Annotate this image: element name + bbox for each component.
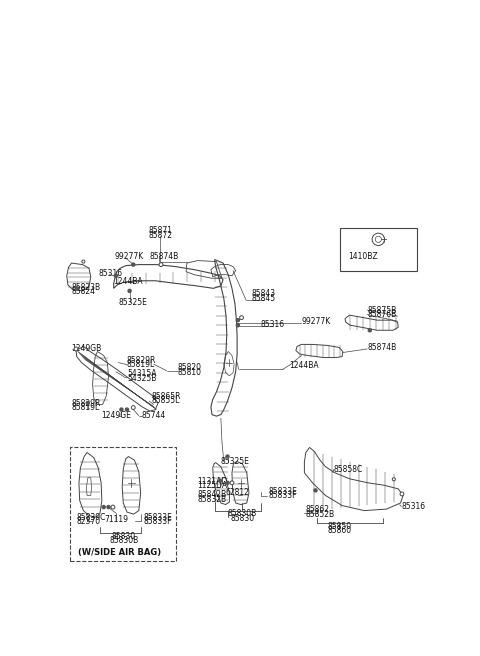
Circle shape bbox=[86, 401, 89, 405]
Text: 1125DA: 1125DA bbox=[197, 482, 228, 490]
Text: 85875B: 85875B bbox=[367, 306, 396, 315]
Text: 85820: 85820 bbox=[178, 363, 202, 372]
Text: 85843: 85843 bbox=[252, 289, 276, 298]
Text: 85850: 85850 bbox=[327, 522, 351, 531]
Text: 85845: 85845 bbox=[252, 294, 276, 303]
Text: 85833E: 85833E bbox=[143, 513, 172, 522]
Circle shape bbox=[75, 287, 78, 290]
Circle shape bbox=[218, 480, 222, 482]
Text: 85829R: 85829R bbox=[72, 398, 101, 407]
Circle shape bbox=[120, 408, 123, 411]
Text: 85824: 85824 bbox=[72, 287, 96, 297]
Text: 82370: 82370 bbox=[77, 517, 101, 526]
Text: 85852B: 85852B bbox=[305, 510, 334, 519]
Text: 85874B: 85874B bbox=[150, 252, 179, 261]
Text: 85833F: 85833F bbox=[268, 491, 297, 501]
Text: 1410BZ: 1410BZ bbox=[348, 252, 378, 261]
Circle shape bbox=[368, 329, 372, 332]
Text: 85744: 85744 bbox=[142, 411, 166, 420]
Bar bbox=[339, 228, 417, 271]
Text: 85860: 85860 bbox=[327, 526, 351, 535]
Circle shape bbox=[226, 455, 229, 458]
Text: 85829R: 85829R bbox=[127, 356, 156, 365]
Circle shape bbox=[107, 506, 110, 508]
Text: 71119: 71119 bbox=[104, 515, 128, 524]
Text: 85823B: 85823B bbox=[72, 283, 101, 292]
Text: 85325E: 85325E bbox=[220, 457, 249, 466]
Circle shape bbox=[132, 263, 135, 266]
Circle shape bbox=[236, 319, 240, 321]
Text: 85819L: 85819L bbox=[72, 403, 100, 412]
Circle shape bbox=[314, 489, 317, 492]
Text: 1131AD: 1131AD bbox=[197, 477, 228, 486]
Text: 1244BA: 1244BA bbox=[289, 361, 319, 369]
Circle shape bbox=[240, 316, 243, 319]
Circle shape bbox=[128, 289, 131, 293]
Text: 54315A: 54315A bbox=[127, 369, 156, 379]
Text: 85874B: 85874B bbox=[367, 344, 396, 352]
Text: 85316: 85316 bbox=[261, 320, 285, 329]
Circle shape bbox=[159, 262, 163, 266]
Bar bbox=[71, 447, 176, 561]
Circle shape bbox=[236, 323, 240, 327]
Text: 85830B: 85830B bbox=[109, 537, 139, 545]
Text: 54325B: 54325B bbox=[127, 374, 156, 382]
Text: 85839C: 85839C bbox=[77, 513, 106, 522]
Circle shape bbox=[114, 274, 118, 277]
Text: 85855L: 85855L bbox=[151, 396, 180, 405]
Circle shape bbox=[125, 408, 129, 411]
Text: 1249GE: 1249GE bbox=[101, 411, 131, 420]
Text: 85858C: 85858C bbox=[334, 464, 363, 474]
Text: 85325E: 85325E bbox=[119, 298, 147, 307]
Circle shape bbox=[111, 505, 115, 509]
Circle shape bbox=[226, 482, 229, 484]
Text: (W/SIDE AIR BAG): (W/SIDE AIR BAG) bbox=[78, 548, 161, 557]
Text: 85872: 85872 bbox=[148, 231, 172, 240]
Text: 85871: 85871 bbox=[148, 226, 172, 236]
Text: 85830B: 85830B bbox=[228, 509, 257, 518]
Text: 1244BA: 1244BA bbox=[114, 277, 144, 286]
Text: 85876B: 85876B bbox=[367, 310, 396, 319]
Text: 85862: 85862 bbox=[305, 505, 329, 514]
Circle shape bbox=[74, 347, 78, 351]
Circle shape bbox=[400, 492, 404, 496]
Text: 85832B: 85832B bbox=[198, 495, 227, 504]
Circle shape bbox=[392, 478, 396, 481]
Text: 1249GB: 1249GB bbox=[72, 344, 102, 354]
Text: 99277K: 99277K bbox=[115, 252, 144, 261]
Text: 99277K: 99277K bbox=[301, 317, 331, 325]
Text: 85842B: 85842B bbox=[198, 491, 227, 499]
Circle shape bbox=[132, 405, 135, 409]
Text: 85810: 85810 bbox=[178, 368, 202, 377]
Text: 85833E: 85833E bbox=[268, 487, 297, 496]
Text: 85316: 85316 bbox=[98, 269, 122, 277]
Circle shape bbox=[230, 481, 234, 485]
Text: 85865R: 85865R bbox=[151, 392, 180, 401]
Circle shape bbox=[102, 506, 105, 508]
Text: 85316: 85316 bbox=[401, 502, 425, 511]
Text: 85830: 85830 bbox=[112, 532, 136, 541]
Text: 85830: 85830 bbox=[230, 514, 254, 523]
Text: 85819L: 85819L bbox=[127, 360, 155, 369]
Text: 85833F: 85833F bbox=[143, 517, 172, 526]
Circle shape bbox=[82, 260, 85, 263]
Text: 62812: 62812 bbox=[226, 489, 250, 497]
